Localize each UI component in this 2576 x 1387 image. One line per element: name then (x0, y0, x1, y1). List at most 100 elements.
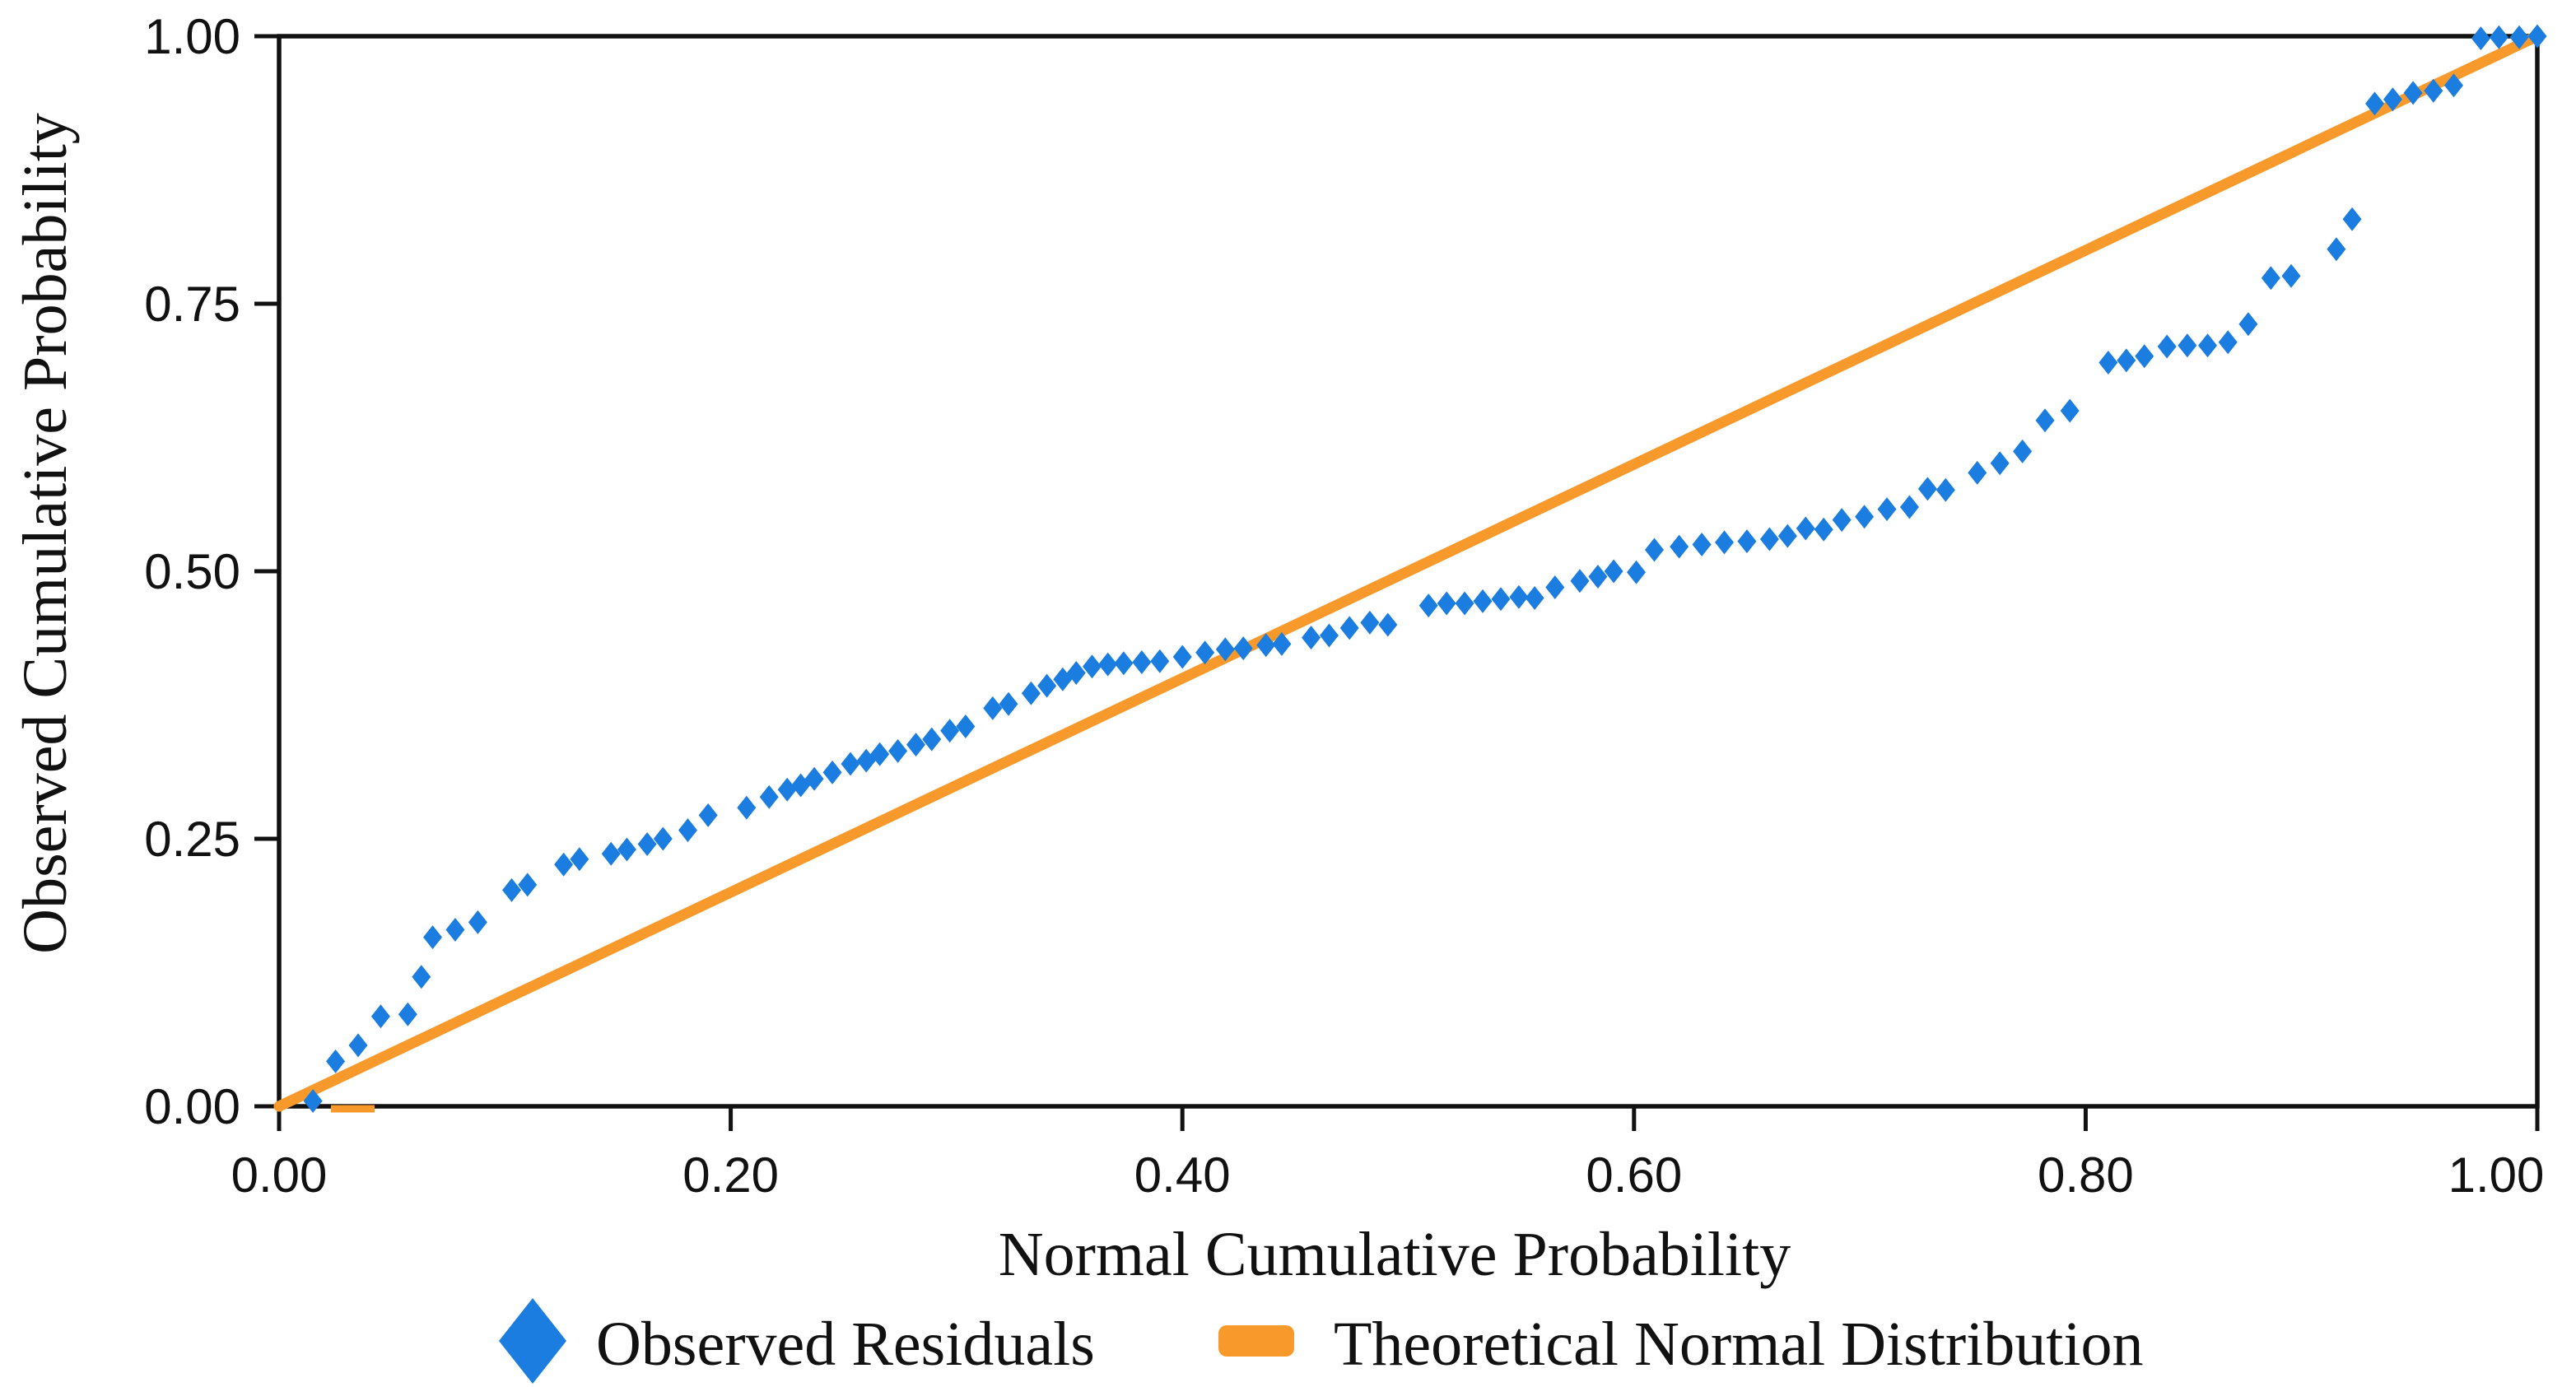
data-point-diamond (1877, 497, 1897, 522)
data-point-diamond (1455, 591, 1474, 616)
data-point-diamond (1855, 505, 1875, 529)
data-point-diamond (1627, 560, 1647, 584)
legend: Observed Residuals Theoretical Normal Di… (499, 1298, 2144, 1384)
data-point-diamond (2261, 266, 2280, 291)
data-point-diamond (2238, 312, 2258, 337)
line-swatch-icon (1218, 1325, 1294, 1357)
data-point-diamond (940, 719, 960, 743)
data-point-diamond (1302, 626, 1321, 650)
data-point-diamond (1272, 631, 1292, 656)
data-point-diamond (601, 841, 621, 866)
data-point-diamond (1814, 517, 1833, 542)
data-point-diamond (2218, 330, 2238, 355)
data-point-diamond (468, 910, 487, 934)
data-point-diamond (570, 847, 589, 872)
legend-label-theoretical-normal: Theoretical Normal Distribution (1334, 1310, 2144, 1379)
data-point-diamond (922, 727, 942, 752)
y-tick-label: 1.00 (144, 9, 240, 64)
data-point-diamond (2403, 81, 2423, 105)
data-point-diamond (1968, 460, 1987, 485)
x-axis-title: Normal Cumulative Probability (999, 1220, 1791, 1289)
data-point-diamond (999, 691, 1018, 716)
data-point-diamond (1132, 650, 1152, 674)
data-point-diamond (1150, 649, 1170, 673)
data-point-diamond (518, 873, 538, 897)
data-point-diamond (1692, 533, 1712, 556)
data-point-diamond (1545, 575, 1565, 599)
data-point-diamond (1990, 451, 2010, 476)
x-tick-label: 1.00 (2448, 1147, 2545, 1203)
data-point-diamond (2178, 333, 2197, 358)
data-point-diamond (1360, 610, 1380, 635)
data-point-diamond (1644, 538, 1664, 562)
data-point-diamond (2527, 24, 2547, 49)
data-point-diamond (2135, 344, 2154, 369)
data-point-diamond (759, 784, 779, 809)
data-point-diamond (1935, 477, 1955, 502)
data-point-diamond (1473, 589, 1493, 613)
data-point-diamond (841, 752, 860, 776)
data-point-diamond (554, 852, 574, 877)
data-point-diamond (502, 877, 522, 902)
diamond-icon (499, 1298, 566, 1384)
data-point-diamond (2099, 351, 2118, 375)
data-point-diamond (2013, 439, 2033, 463)
data-point-diamond (1172, 645, 1192, 669)
data-point-diamond (1509, 584, 1529, 609)
data-point-diamond (1256, 633, 1276, 658)
data-point-diamond (956, 714, 976, 738)
data-point-diamond (983, 696, 1003, 720)
data-point-diamond (1604, 559, 1623, 584)
x-tick-label: 0.00 (231, 1147, 328, 1203)
data-point-diamond (423, 925, 443, 950)
data-point-diamond (303, 1089, 323, 1113)
y-tick-label: 0.25 (144, 812, 240, 867)
data-point-diamond (1098, 652, 1118, 677)
data-point-diamond (2342, 207, 2362, 231)
data-point-diamond (777, 777, 797, 802)
axis-ticks: 0.00 0.20 0.40 0.60 0.80 1.00 0.00 0.25 0.50 0.75… (144, 9, 2544, 1203)
data-point-diamond (1917, 477, 1937, 501)
data-point-diamond (1021, 681, 1041, 705)
data-point-diamond (617, 837, 636, 862)
data-point-diamond (398, 1002, 417, 1026)
data-point-diamond (2489, 25, 2508, 49)
data-point-diamond (1082, 654, 1102, 679)
data-point-diamond (1114, 651, 1134, 676)
data-point-diamond (698, 803, 718, 827)
data-point-diamond (1670, 534, 1689, 559)
data-point-diamond (1491, 587, 1511, 612)
data-point-diamond (1339, 616, 1359, 640)
data-point-diamond (1777, 524, 1797, 548)
x-tick-label: 0.20 (682, 1147, 779, 1203)
data-point-diamond (2035, 408, 2055, 433)
data-point-diamond (1319, 623, 1339, 648)
data-point-diamond (2157, 334, 2177, 359)
data-point-diamond (1195, 640, 1215, 665)
data-point-diamond (2424, 78, 2443, 103)
data-point-diamond (2471, 26, 2490, 51)
data-point-diamond (1378, 612, 1398, 637)
data-point-diamond (1759, 527, 1779, 552)
data-point-diamond (1215, 637, 1235, 662)
data-point-diamond (326, 1049, 346, 1073)
data-point-diamond (2383, 87, 2402, 112)
y-axis-title: Observed Cumulative Probability (11, 113, 80, 954)
x-tick-label: 0.60 (1586, 1147, 1682, 1203)
data-point-diamond (1796, 516, 1815, 541)
data-point-diamond (1066, 661, 1086, 685)
data-point-diamond (653, 826, 673, 851)
data-point-diamond (2444, 73, 2464, 98)
data-point-diamond (906, 733, 926, 757)
legend-label-observed-residuals: Observed Residuals (596, 1310, 1095, 1379)
theoretical-line (273, 30, 2543, 1112)
data-point-diamond (822, 760, 842, 784)
data-point-diamond (1737, 529, 1757, 554)
data-point-diamond (1832, 508, 1852, 533)
data-point-diamond (348, 1033, 368, 1058)
data-point-diamond (888, 738, 908, 763)
data-point-diamond (445, 918, 465, 942)
data-point-diamond (2060, 398, 2080, 423)
